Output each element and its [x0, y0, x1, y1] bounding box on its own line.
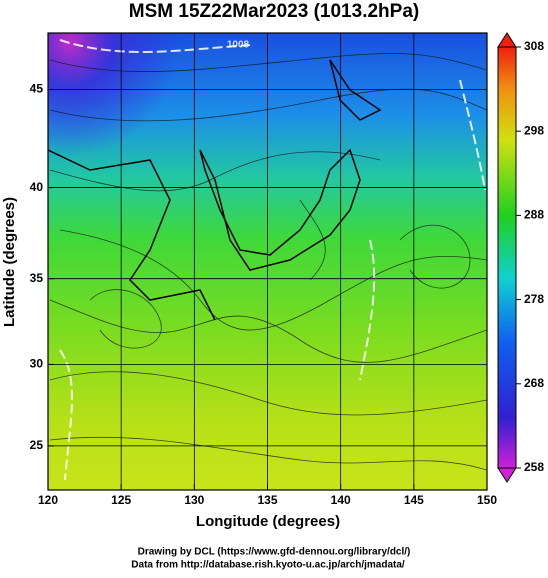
colorbar-tick-label: 268	[524, 376, 544, 390]
colorbar-max-arrow	[497, 32, 517, 48]
y-tick-label: 35	[30, 271, 44, 285]
x-tick-label: 120	[38, 493, 58, 507]
x-tick-label: 130	[184, 493, 204, 507]
colorbar-tick-label: 258	[524, 460, 544, 474]
colorbar-tick-label: 298	[524, 123, 544, 137]
credit-line: Drawing by DCL (https://www.gfd-dennou.o…	[138, 547, 411, 558]
x-tick-label: 150	[477, 493, 497, 507]
colorbar-tick-label: 308	[524, 39, 544, 53]
credit-line: Data from http://database.rish.kyoto-u.a…	[131, 560, 405, 571]
x-tick-label: 145	[404, 493, 424, 507]
colorbar-tick-label: 278	[524, 292, 544, 306]
y-tick-label: 25	[30, 438, 44, 452]
y-tick-label: 40	[30, 180, 44, 194]
colorbar-tick-label: 288	[524, 208, 544, 222]
colorbar-min-arrow	[497, 467, 517, 483]
x-tick-label: 125	[111, 493, 131, 507]
x-tick-label: 135	[257, 493, 277, 507]
x-axis-label: Longitude (degrees)	[196, 513, 340, 530]
y-axis-label: Latitude (degrees)	[1, 197, 18, 327]
contour-label: 1008	[227, 40, 250, 51]
y-tick-label: 45	[30, 82, 44, 96]
colorbar	[497, 46, 517, 469]
streamlines	[49, 53, 487, 471]
x-tick-label: 140	[331, 493, 351, 507]
chart-title: MSM 15Z22Mar2023 (1013.2hPa)	[129, 1, 419, 22]
y-tick-label: 30	[30, 357, 44, 371]
